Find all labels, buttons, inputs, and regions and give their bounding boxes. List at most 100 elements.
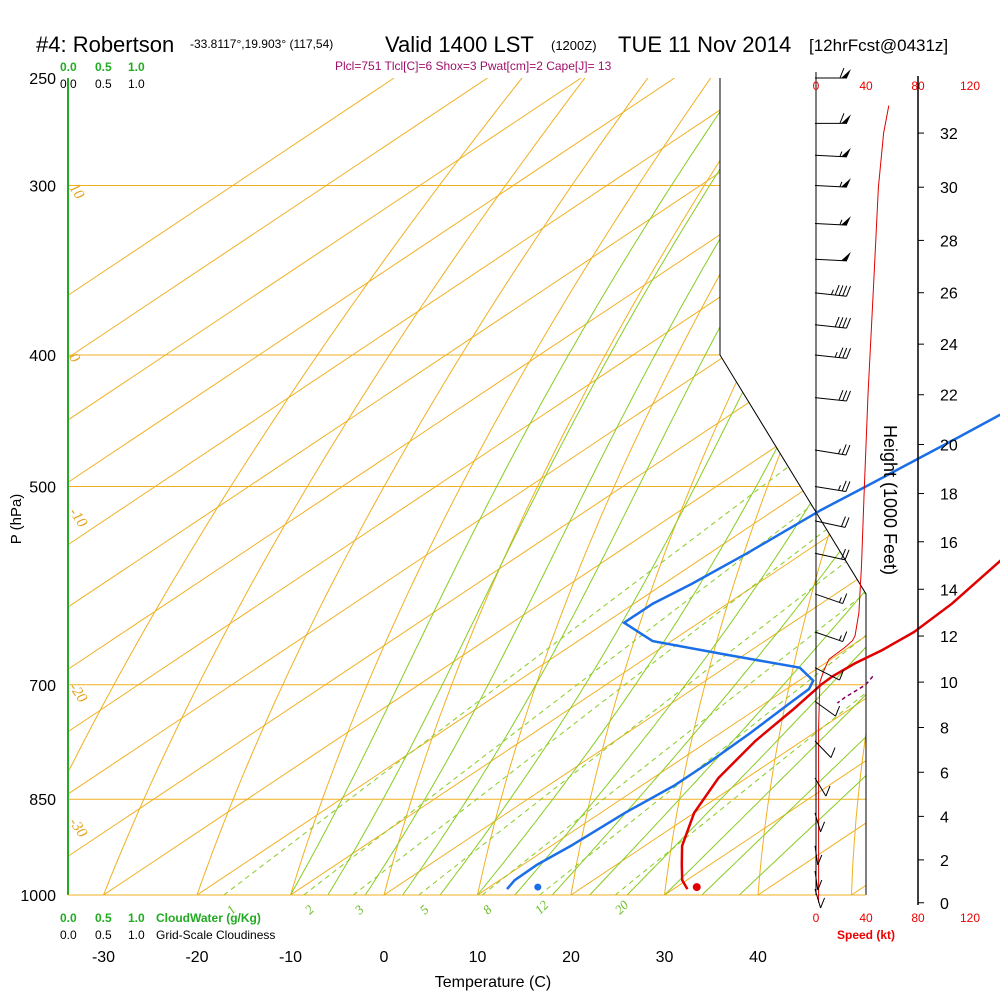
- series-temperature: [680, 559, 1000, 890]
- wind-barb-shaft: [814, 812, 822, 832]
- moist-adiabat: [664, 78, 866, 895]
- forecast-info: [12hrFcst@0431z]: [809, 36, 948, 55]
- wind-barb-half-feather: [838, 485, 841, 491]
- isotherm-label: -20: [65, 680, 90, 706]
- wind-barb-feather: [846, 317, 851, 329]
- valid-date: TUE 11 Nov 2014: [618, 32, 791, 57]
- p-tick-label: 500: [29, 480, 56, 497]
- wind-barb-shaft: [814, 631, 843, 643]
- height-tick-label: 4: [940, 809, 949, 826]
- wind-barb-feather: [820, 897, 826, 909]
- wind-barb-feather: [844, 517, 850, 528]
- wind-speed-profile: [818, 105, 890, 903]
- wind-barb-feather: [842, 390, 848, 401]
- station-title: #4: Robertson: [36, 32, 174, 57]
- isotherm-line: [68, 78, 488, 895]
- wind-barb-shaft: [814, 845, 819, 866]
- wind-barb-pennant: [841, 114, 851, 124]
- wind-barb-shaft: [814, 354, 847, 359]
- wind-barb: [814, 284, 851, 297]
- speed-tick-top: 0: [813, 79, 820, 93]
- x-tick-label: -30: [92, 949, 115, 966]
- wind-barb-pennant: [841, 69, 851, 78]
- dry-adiabat: [477, 78, 853, 895]
- wind-barb-shaft: [814, 324, 847, 329]
- dry-adiabat: [196, 78, 666, 895]
- wind-barb-feather: [846, 390, 851, 402]
- isotherm-line: [68, 78, 866, 895]
- wind-barb: [814, 251, 851, 262]
- height-tick-label: 28: [940, 233, 958, 250]
- dry-adiabat: [664, 78, 866, 895]
- height-tick-label: 12: [940, 629, 958, 646]
- moist-adiabat: [327, 78, 780, 895]
- height-axis-title: Height (1000 Feet): [880, 425, 900, 575]
- wind-barb: [814, 216, 851, 226]
- wind-barb-feather: [846, 286, 851, 297]
- wind-barb: [814, 870, 823, 891]
- wind-barb-pennant: [841, 178, 851, 188]
- dry-adiabat: [757, 78, 866, 895]
- surface-temperature-dot: [692, 883, 701, 892]
- axes: -30 -20 -10 0 10 20 30 40 250 300 400 500 700 850 1000: [20, 71, 767, 966]
- wind-barb-shaft: [814, 870, 819, 891]
- surface-dewpoint-dot: [534, 883, 542, 891]
- wind-barb-feather: [844, 549, 850, 561]
- wind-barb-half-feather: [839, 151, 843, 157]
- height-tick-label: 6: [940, 765, 949, 782]
- isotherm-line: [383, 78, 866, 895]
- isotherm-line: [68, 78, 395, 895]
- speed-tick-top: 120: [960, 79, 980, 93]
- height-tick-label: 18: [940, 487, 958, 504]
- wind-barb-pennant: [841, 216, 851, 226]
- wind-barb-shaft: [814, 552, 846, 561]
- height-tick-label: 10: [940, 675, 958, 692]
- cloudwater-scale-bottom-2: 1.0: [128, 911, 145, 925]
- isotherm-line: [68, 78, 675, 895]
- mixing-ratio-label: 3: [351, 902, 367, 918]
- series-dewpoint: [506, 413, 1000, 890]
- x-tick-label: 30: [656, 949, 674, 966]
- height-tick-label: 16: [940, 535, 958, 552]
- moist-adiabat: [738, 78, 866, 895]
- wind-barb-feather: [839, 67, 845, 79]
- isotherm-line: [68, 78, 582, 895]
- wind-barb-feather: [830, 747, 836, 758]
- speed-axis-title: Speed (kt): [837, 928, 895, 942]
- wind-barb-shaft: [814, 292, 847, 297]
- cloudwater-scale-2: 1.0: [128, 60, 145, 74]
- cloudwater-scale-bottom-0: 0.0: [60, 911, 77, 925]
- moist-adiabat: [626, 78, 866, 895]
- wind-barb-half-feather: [838, 597, 842, 603]
- wind-barb: [814, 888, 826, 909]
- cloudiness-scale-bottom-2: 1.0: [128, 928, 145, 942]
- x-axis-title: Temperature (C): [435, 974, 551, 991]
- wind-barb: [814, 178, 851, 188]
- cloudiness-scale-2: 1.0: [128, 77, 145, 91]
- x-tick-label: 0: [380, 949, 389, 966]
- wind-barb: [814, 812, 826, 833]
- wind-barb: [814, 480, 851, 492]
- speed-tick-bottom: 0: [813, 911, 820, 925]
- wind-barb-shaft: [814, 740, 832, 758]
- wind-barb-feather: [840, 516, 846, 527]
- speed-tick-top: 40: [859, 79, 873, 93]
- wind-barb-feather: [835, 705, 841, 717]
- wind-barb-feather: [846, 348, 851, 359]
- plot-right-boundary: [719, 78, 867, 895]
- isotherm-line: [103, 78, 866, 895]
- cloudwater-scale-0: 0.0: [60, 60, 77, 74]
- valid-time: Valid 1400 LST: [385, 32, 534, 57]
- wind-barb-feather: [842, 631, 848, 642]
- mixing-ratio-label: 20: [612, 897, 632, 917]
- wind-barb-shaft: [814, 777, 827, 797]
- sounding-indices: Plcl=751 Tlcl[C]=6 Shox=3 Pwat[cm]=2 Cap…: [335, 59, 612, 73]
- wind-barb-feather: [845, 444, 851, 456]
- wind-barb: [814, 777, 831, 797]
- isotherm-line: [477, 78, 866, 895]
- cloudiness-scale-1: 0.5: [95, 77, 112, 91]
- wind-barb-feather: [841, 480, 847, 492]
- wind-barb: [814, 667, 844, 681]
